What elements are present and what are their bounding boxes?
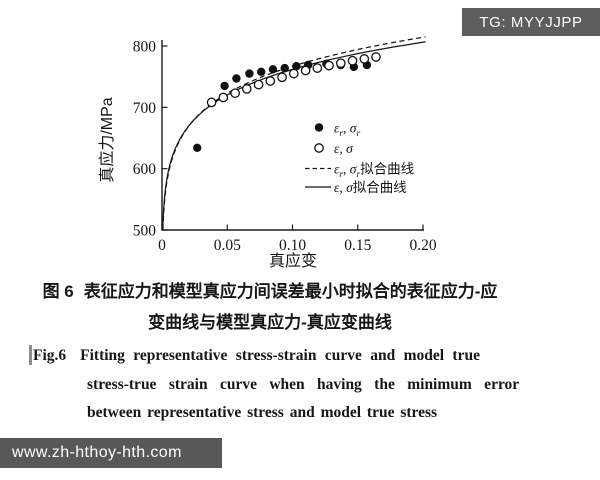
x-tick-label: 0 [158,237,166,254]
figure-number-en: Fig.6 [33,347,67,364]
x-tick-label: 0.05 [214,237,241,254]
open-circle [371,52,381,62]
y-tick-label: 700 [133,100,157,117]
model-true-points [206,52,381,108]
open-circle [335,58,346,69]
open-circle [230,88,240,99]
legend-label: ε, σ [334,141,354,156]
open-circle [277,72,287,83]
filled-circle [220,81,229,91]
caption-zh-line1-text: 表征应力和模型真应力间误差最小时拟合的表征应力-应 [83,282,498,301]
x-axis-title: 真应变 [269,251,317,270]
y-tick-label: 800 [133,39,157,56]
caption-english-line1: Fig.6 Fitting representative stress-strai… [33,342,503,371]
legend-label: εr, σr [334,120,360,139]
open-circle [359,54,370,64]
open-circle [206,97,217,108]
open-circle [312,63,323,73]
open-circle [300,65,311,76]
caption-english-line3: between representative stress and model … [87,404,438,421]
chart-axes: 0 0.05 0.10 0.15 0.20 500 600 700 800 真应变 真应力/MPa [97,39,437,271]
telegram-watermark-text: TG: MYYJJPP [479,13,583,31]
legend-marker-open-circle [314,143,324,153]
filled-circle [193,143,202,152]
website-watermark-text: www.zh-hthoy-hth.com [12,444,182,461]
caption-english: Fig.6 Fitting representative stress-strai… [33,342,520,428]
x-tick-label: 0.15 [344,237,371,254]
model-fit-curve [162,41,426,229]
y-tick-label: 500 [133,223,157,240]
website-watermark-bar: www.zh-hthoy-hth.com [0,438,222,468]
open-circle [241,84,252,94]
figure-number-zh: 图 6 [42,282,74,301]
x-tick-label: 0.20 [409,237,436,254]
caption-left-bar [29,345,32,365]
x-tick-label: 0.10 [279,237,306,254]
y-axis-title: 真应力/MPa [97,97,116,182]
open-circle [324,60,334,71]
filled-circle [257,67,266,77]
legend-label: ε, σ拟合曲线 [334,180,407,195]
open-circle [265,76,276,86]
telegram-watermark-badge: TG: MYYJJPP [462,8,600,36]
open-circle [288,68,299,79]
y-tick-label: 600 [133,161,157,178]
filled-circle [292,61,301,71]
legend-marker-filled-circle [314,123,324,132]
filled-circle [268,65,278,74]
caption-chinese-line1: 图 6 表征应力和模型真应力间误差最小时拟合的表征应力-应 [20,276,520,307]
open-circle [347,55,358,66]
open-circle [253,79,264,90]
caption-chinese: 图 6 表征应力和模型真应力间误差最小时拟合的表征应力-应 变曲线与模型真应力-真… [20,276,520,338]
filled-circle [245,69,254,78]
caption-english-line2: stress-true strain curve when having the… [87,375,520,393]
filled-circle [232,74,241,83]
filled-circle [280,63,289,73]
caption-chinese-line2: 变曲线与模型真应力-真应变曲线 [148,313,392,332]
open-circle [218,92,229,103]
legend-label: εr, σr拟合曲线 [334,161,414,180]
caption-en-line1-text: Fitting representative stress-strain cur… [80,347,480,364]
